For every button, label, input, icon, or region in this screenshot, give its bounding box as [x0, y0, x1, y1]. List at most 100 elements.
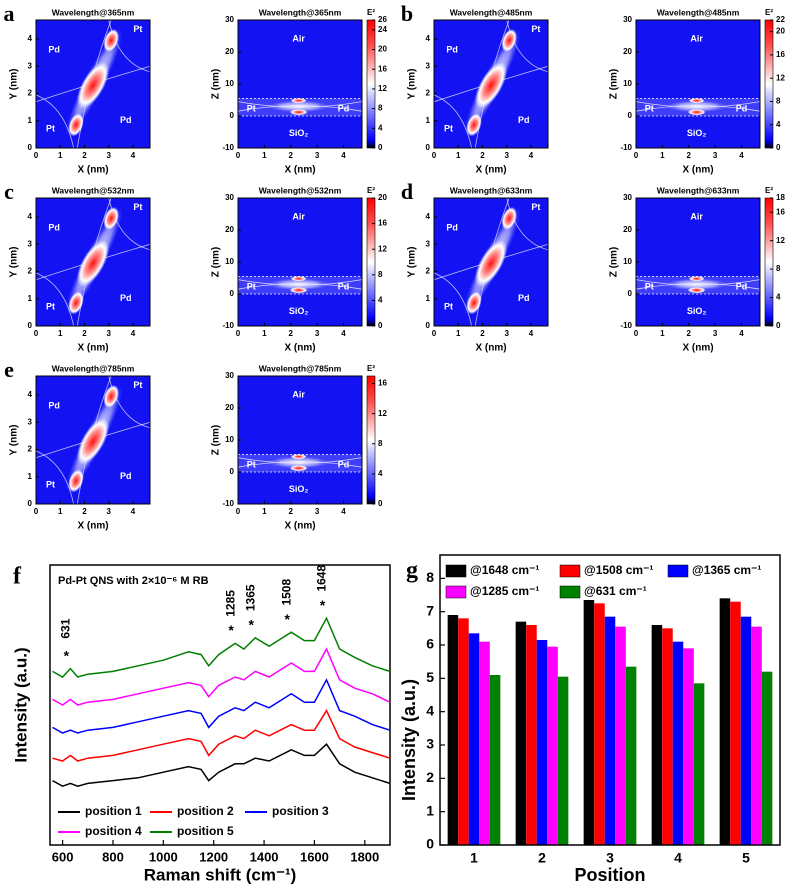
bar [583, 600, 595, 845]
bar [662, 628, 673, 845]
bar [672, 641, 684, 845]
hotspot [501, 206, 517, 230]
colorbar-tick-label: 4 [378, 123, 383, 132]
x-tick-label: 4 [131, 507, 136, 516]
region-label: Pt [645, 282, 654, 292]
y-tick-label: 30 [225, 371, 234, 380]
legend-label: @1508 cm⁻¹ [584, 563, 653, 577]
region-label: SiO₂ [289, 484, 309, 494]
field-background [636, 198, 760, 326]
x-tick-label: 1 [262, 329, 267, 338]
legend-label: @631 cm⁻¹ [584, 584, 647, 598]
x-axis-label: X (nm) [77, 165, 108, 176]
x-tick-label: 0 [432, 329, 437, 338]
bar [594, 603, 605, 845]
x-tick-label: 1 [58, 329, 63, 338]
x-tick-label: 2 [480, 151, 485, 160]
heatmap-image [36, 198, 150, 326]
colorbar-label: E² [765, 8, 773, 17]
region-label: Pd [338, 460, 350, 470]
x-tick-label: 800 [102, 849, 124, 864]
region-label: Pt [46, 123, 55, 133]
peak-marker: * [249, 617, 255, 633]
plot-frame [433, 197, 549, 327]
colorbar-tick-label: 8 [378, 439, 383, 448]
bar [604, 616, 616, 845]
colorbar-tick-label: 20 [378, 45, 387, 54]
bar [468, 633, 480, 845]
x-tick-label: 1800 [350, 849, 379, 864]
y-tick-label: 0 [230, 289, 235, 298]
y-tick-label: 10 [623, 79, 632, 88]
y-axis-label: Z (nm) [609, 247, 620, 278]
y-tick-label: 2 [426, 769, 434, 785]
hotspot [290, 276, 307, 282]
y-tick-label: 10 [225, 257, 234, 266]
y-axis-label: Intensity (a.u.) [399, 679, 419, 801]
colorbar [366, 19, 376, 149]
bar [615, 626, 626, 845]
colorbar-tick-label: 8 [776, 97, 781, 106]
hotspot [466, 291, 482, 315]
region-label: SiO₂ [289, 306, 309, 316]
y-tick-label: 20 [225, 47, 234, 56]
x-tick-label: 1 [58, 151, 63, 160]
colorbar-tick-label: 4 [378, 469, 383, 478]
panel-title: Wavelength@532nm [52, 185, 135, 195]
bar [489, 675, 501, 845]
field-background [238, 20, 362, 148]
y-tick-label: 1 [28, 116, 33, 125]
y-tick-label: 4 [426, 34, 431, 43]
x-tick-label: 4 [529, 151, 534, 160]
x-tick-label: 1600 [300, 849, 329, 864]
hotspot [474, 240, 508, 287]
boundary [506, 20, 548, 73]
x-tick-label: 3 [606, 850, 614, 866]
y-tick-label: 10 [225, 79, 234, 88]
x-tick-label: 4 [341, 329, 346, 338]
hotspot [687, 109, 706, 116]
x-tick-label: 3 [713, 329, 718, 338]
colorbar-tick-label: 0 [776, 143, 781, 152]
plot-frame [35, 19, 151, 149]
panel-title: Wavelength@365nm [259, 7, 342, 17]
y-tick-label: 30 [225, 193, 234, 202]
colorbar-tick-label: 8 [378, 270, 383, 279]
region-label: Pd [338, 104, 350, 114]
x-tick-label: 4 [529, 329, 534, 338]
hotspot [68, 469, 84, 493]
y-axis-label: Z (nm) [211, 425, 222, 456]
heatmap-image [238, 376, 362, 504]
region-label: SiO₂ [687, 306, 707, 316]
colorbar-tick-label: 16 [378, 64, 387, 73]
region-label: SiO₂ [289, 128, 309, 138]
legend-label: position 2 [177, 804, 234, 818]
glow [664, 278, 729, 291]
x-tick-label: 0 [34, 151, 39, 160]
y-tick-label: 20 [623, 225, 632, 234]
x-tick-label: 1 [262, 151, 267, 160]
legend-label: @1285 cm⁻¹ [470, 584, 539, 598]
spectrum-line [52, 709, 391, 762]
heatmap-image [36, 20, 150, 148]
hotspot [76, 240, 110, 287]
x-tick-label: 4 [739, 329, 744, 338]
bar [547, 646, 558, 845]
heatmap-image [434, 20, 548, 148]
x-tick-label: 3 [107, 151, 112, 160]
y-tick-label: 0 [628, 111, 633, 120]
x-tick-label: 2 [538, 850, 546, 866]
x-tick-label: 3 [315, 507, 320, 516]
heatmap-image [238, 198, 362, 326]
bar [479, 641, 490, 845]
colorbar-tick-label: 12 [776, 73, 785, 82]
x-axis-label: X (nm) [475, 343, 506, 354]
colorbar-label: E² [367, 364, 375, 373]
bar [557, 676, 569, 845]
bar [526, 625, 537, 845]
region-label: SiO₂ [687, 128, 707, 138]
panel-title: Wavelength@633nm [657, 185, 740, 195]
x-tick-label: 4 [674, 850, 682, 866]
bar [693, 683, 705, 845]
